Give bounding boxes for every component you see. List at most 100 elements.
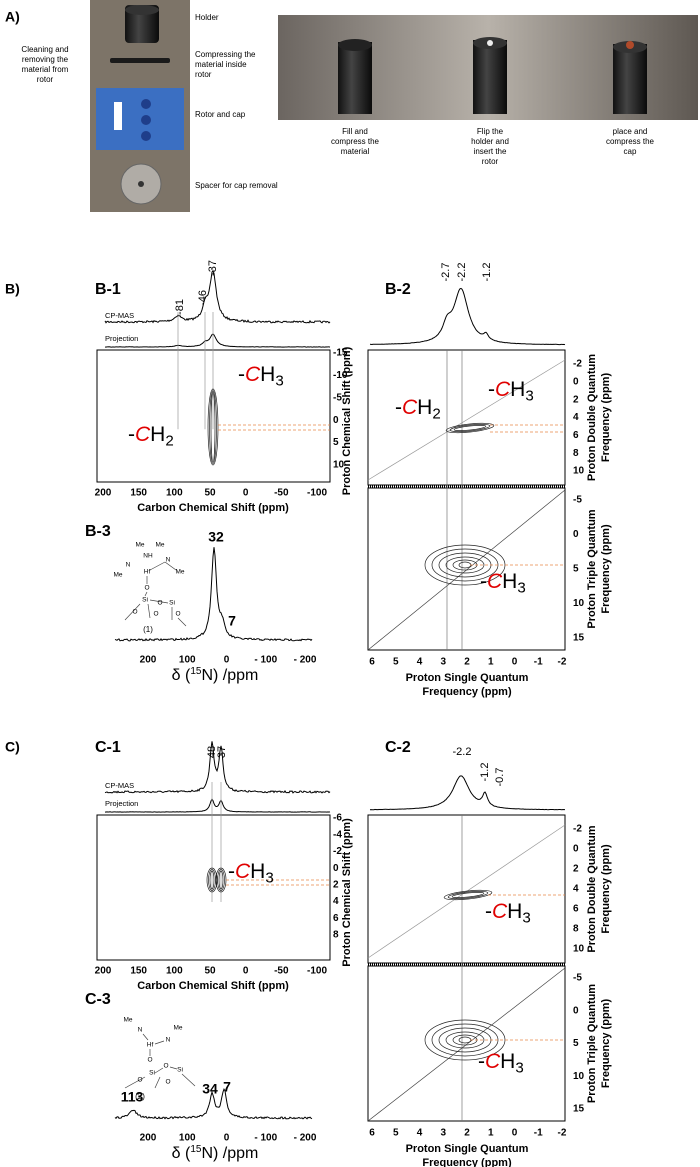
label: 200: [140, 655, 157, 666]
label: Me: [175, 569, 184, 576]
label: -2: [333, 846, 342, 857]
guide-line: [154, 1040, 165, 1045]
label: Fill and: [342, 127, 368, 136]
group-label-part: -: [480, 570, 487, 593]
label: 200: [95, 966, 112, 977]
label: C): [5, 739, 20, 755]
label: 5: [573, 564, 579, 575]
contour: [453, 425, 487, 431]
label: 6: [369, 657, 375, 668]
label: 2: [573, 394, 579, 405]
group-label: -CH3: [228, 860, 274, 887]
guide-line: [367, 824, 566, 959]
label: O: [132, 609, 137, 616]
guide-line: [154, 1076, 161, 1089]
plot-frame: [367, 814, 566, 964]
label: -15: [333, 348, 348, 359]
label: material inside: [195, 60, 247, 69]
label: 7: [228, 613, 236, 629]
cap: [626, 41, 634, 49]
group-label-part: 3: [517, 579, 525, 596]
label: 10: [573, 1071, 585, 1082]
label: rotor: [195, 70, 212, 79]
label: 5: [393, 1128, 399, 1139]
label: removing the: [22, 55, 69, 64]
spectrum: [369, 287, 566, 346]
group-label: -CH3: [238, 363, 284, 390]
group-label-part: 3: [275, 372, 283, 389]
label: Frequency (ppm): [600, 373, 612, 463]
label: Si: [142, 597, 148, 604]
rotor: [487, 40, 493, 46]
contour: [209, 870, 215, 890]
label: 48: [206, 746, 218, 758]
label: 100: [179, 655, 196, 666]
contour: [447, 891, 489, 899]
label: B-2: [385, 281, 411, 298]
label: Frequency (ppm): [600, 524, 612, 614]
label: O: [163, 1063, 168, 1070]
label: -50: [274, 488, 289, 499]
label: 200: [95, 488, 112, 499]
label: Me: [135, 542, 144, 549]
label: Hf: [147, 1042, 154, 1049]
group-label-part: C: [495, 378, 511, 401]
axis-title-part: N) /ppm: [201, 1145, 258, 1162]
axis-title-part: N) /ppm: [201, 667, 258, 684]
group-label-part: -: [128, 423, 135, 446]
group-label-part: H: [502, 570, 517, 593]
label: Me: [155, 542, 164, 549]
label: O: [175, 611, 180, 618]
label: -37: [207, 260, 219, 276]
label: Me: [123, 1017, 132, 1024]
label: -6: [333, 813, 342, 824]
holder-image: [473, 40, 507, 114]
label: 10: [573, 466, 585, 477]
guide-line: [147, 603, 151, 619]
holder-image: [338, 42, 372, 114]
label: Me: [173, 1025, 182, 1032]
group-label-part: C: [485, 1050, 501, 1073]
label: 6: [369, 1128, 375, 1139]
spectrum: [104, 798, 331, 813]
group-label-part: -: [478, 1050, 485, 1073]
label: -50: [274, 966, 289, 977]
label: 4: [417, 657, 423, 668]
label: (1): [143, 625, 153, 634]
label: 15: [573, 1104, 585, 1115]
label: Spacer for cap removal: [195, 181, 278, 190]
guide-line: [367, 359, 566, 481]
label: Si: [169, 600, 175, 607]
label: Rotor and cap: [195, 110, 246, 119]
label: -1: [534, 657, 543, 668]
group-label-part: 2: [165, 432, 173, 449]
label: 0: [512, 1128, 518, 1139]
label: -2: [558, 1128, 567, 1139]
guide-line: [367, 967, 566, 1122]
label: 50: [204, 966, 216, 977]
guide-line: [124, 603, 141, 621]
label: -2: [573, 359, 582, 370]
label: 8: [333, 930, 339, 941]
label: 0: [333, 863, 339, 874]
contour: [210, 391, 216, 463]
label: -2: [573, 824, 582, 835]
holder-top: [338, 39, 372, 51]
group-label: -CH2: [128, 423, 174, 450]
label: 2: [573, 864, 579, 875]
axis-title: δ (15N) /ppm: [172, 1144, 259, 1163]
holder-top: [125, 5, 159, 15]
label: Proton Chemical Shift (ppm): [341, 346, 353, 495]
guide-line: [164, 561, 177, 571]
label: 5: [333, 437, 339, 448]
label: -1: [534, 1128, 543, 1139]
label: 5: [393, 657, 399, 668]
label: B-3: [85, 523, 111, 540]
guide-line: [142, 1033, 149, 1041]
group-label-part: C: [135, 423, 151, 446]
label: 1: [488, 1128, 494, 1139]
spacer-hole: [138, 181, 144, 187]
label: (2): [135, 1092, 145, 1101]
label: 32: [208, 529, 224, 545]
label: -5: [573, 495, 582, 506]
